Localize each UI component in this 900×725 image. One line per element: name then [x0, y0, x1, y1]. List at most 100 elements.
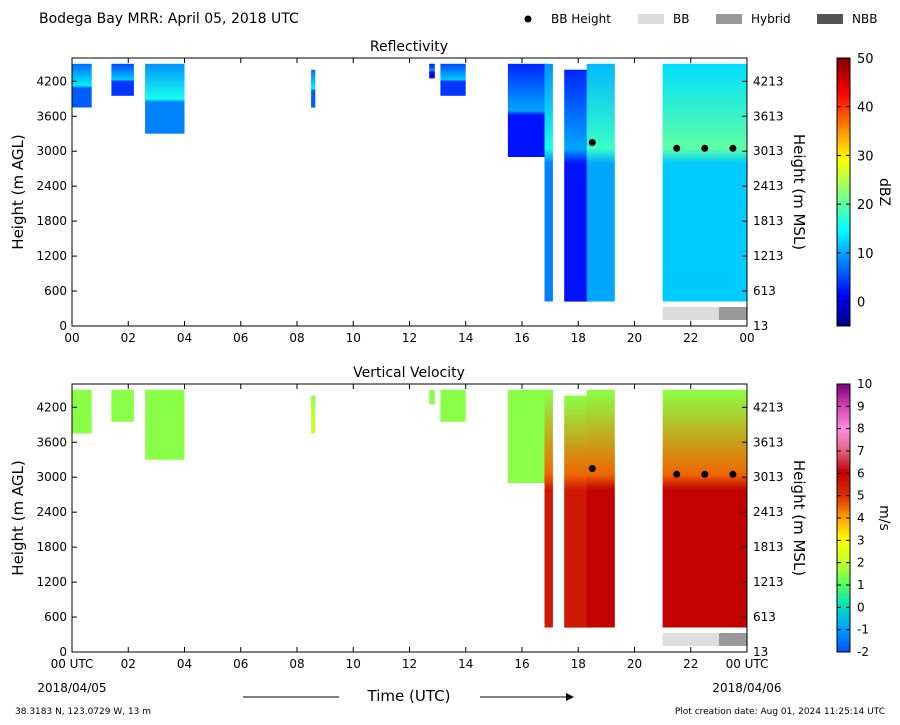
velocity-y-tick-label-right: 2413 [753, 505, 784, 519]
velocity-x-tick-label: 22 [683, 657, 698, 671]
reflectivity-y-tick-label-right: 3013 [753, 144, 784, 158]
reflectivity-y-tick-label-right: 13 [753, 319, 768, 333]
velocity-y-tick-label-right: 613 [753, 610, 776, 624]
velocity-x-tick-label: 10 [346, 657, 361, 671]
reflectivity-bb-type-segment [662, 307, 719, 320]
velocity-bb-type-bar [662, 633, 747, 646]
velocity-colorbar-tick-label: 4 [857, 511, 865, 525]
reflectivity-x-tick-label: 20 [627, 331, 642, 345]
velocity-y-tick-label: 1200 [36, 575, 67, 589]
reflectivity-x-tick-label: 02 [121, 331, 136, 345]
reflectivity-y-tick-label-right: 613 [753, 284, 776, 298]
velocity-x-tick-label: 20 [627, 657, 642, 671]
velocity-x-tick-label: 06 [233, 657, 248, 671]
velocity-echo-segment [440, 389, 466, 422]
reflectivity-y-tick-label-right: 3613 [753, 109, 784, 123]
velocity-x-tick-label: 12 [402, 657, 417, 671]
legend-hybrid-label: Hybrid [751, 12, 791, 26]
plot-creation-date: Plot creation date: Aug 01, 2024 11:25:1… [675, 707, 885, 717]
velocity-y-axis-label-right: Height (m MSL) [790, 460, 808, 576]
reflectivity-y-tick-label: 600 [44, 284, 67, 298]
reflectivity-echo-segment [544, 63, 553, 302]
reflectivity-x-tick-label: 08 [289, 331, 304, 345]
legend-nbb-label: NBB [852, 12, 877, 26]
velocity-bb-height-point [701, 470, 709, 478]
velocity-bb-height-point [729, 470, 737, 478]
velocity-echo-segment [145, 389, 185, 460]
velocity-colorbar-tick-label: 7 [857, 444, 865, 458]
reflectivity-y-tick-label-right: 1813 [753, 214, 784, 228]
velocity-y-tick-label: 4200 [36, 400, 67, 414]
reflectivity-y-tick-label: 3600 [36, 109, 67, 123]
reflectivity-echo-layer [72, 63, 747, 302]
velocity-colorbar-tick-label: 5 [857, 489, 865, 503]
start-date-label: 2018/04/05 [37, 681, 106, 695]
velocity-echo-segment [111, 389, 134, 422]
legend-nbb-swatch [817, 14, 843, 24]
velocity-echo-segment [544, 389, 553, 628]
velocity-colorbar-tick-label: 6 [857, 466, 865, 480]
velocity-x-tick-label: 00 UTC [51, 657, 94, 671]
reflectivity-echo-segment [440, 63, 466, 96]
reflectivity-x-ticks: 00 02 04 06 08 10 12 14 16 18 20 22 00 [64, 58, 755, 345]
velocity-y-tick-label-right: 1213 [753, 575, 784, 589]
velocity-colorbar-tick-label: -1 [857, 623, 869, 637]
velocity-echo-segment [662, 389, 747, 628]
velocity-echo-segment [72, 389, 92, 434]
velocity-colorbar-tick-label: 2 [857, 556, 865, 570]
reflectivity-y-tick-label: 4200 [36, 74, 67, 88]
reflectivity-echo-segment [145, 63, 185, 134]
velocity-y-tick-label: 3600 [36, 435, 67, 449]
velocity-x-tick-label: 00 UTC [726, 657, 769, 671]
legend-bb-height-label: BB Height [551, 12, 611, 26]
reflectivity-bb-type-bar [662, 307, 747, 320]
velocity-y-tick-label-right: 3013 [753, 470, 784, 484]
dbz-colorbar-ticks: 0 10 20 30 40 50 [837, 52, 874, 311]
velocity-bb-height-point [588, 465, 596, 472]
reflectivity-bb-height-point [729, 144, 737, 152]
reflectivity-title: Reflectivity [370, 39, 448, 55]
reflectivity-x-tick-label: 00 [739, 331, 754, 345]
velocity-colorbar-tick-label: 3 [857, 533, 865, 547]
velocity-echo-segment [507, 389, 548, 483]
reflectivity-echo-segment [111, 63, 134, 96]
reflectivity-y-tick-label: 0 [59, 319, 67, 333]
reflectivity-x-tick-label: 22 [683, 331, 698, 345]
reflectivity-echo-segment [72, 63, 92, 108]
legend-bb-label: BB [673, 12, 689, 26]
velocity-colorbar-label: m/s [876, 505, 892, 531]
station-location: 38.3183 N, 123.0729 W, 13 m [15, 707, 151, 717]
reflectivity-y-tick-label: 3000 [36, 144, 67, 158]
velocity-colorbar-tick-label: 0 [857, 600, 865, 614]
reflectivity-x-tick-label: 16 [514, 331, 529, 345]
end-date-label: 2018/04/06 [712, 681, 781, 695]
velocity-x-tick-label: 04 [177, 657, 192, 671]
reflectivity-bb-height-point [701, 144, 709, 152]
reflectivity-y-axis-label-right: Height (m MSL) [790, 134, 808, 250]
velocity-y-tick-label: 2400 [36, 505, 67, 519]
figure-title: Bodega Bay MRR: April 05, 2018 UTC [39, 11, 299, 27]
velocity-echo-segment [311, 395, 316, 434]
velocity-y-ticks-left: 0 600 1200 1800 2400 3000 3600 4200 [36, 400, 77, 659]
reflectivity-colorbar-tick-label: 0 [857, 296, 865, 311]
velocity-x-tick-label: 16 [514, 657, 529, 671]
reflectivity-x-tick-label: 12 [402, 331, 417, 345]
velocity-y-tick-label-right: 1813 [753, 540, 784, 554]
reflectivity-x-tick-label: 06 [233, 331, 248, 345]
velocity-x-tick-label: 02 [121, 657, 136, 671]
x-axis-label: Time (UTC) [367, 687, 451, 705]
reflectivity-x-tick-label: 14 [458, 331, 473, 345]
velocity-x-tick-label: 18 [571, 657, 586, 671]
reflectivity-x-tick-label: 00 [64, 331, 79, 345]
velocity-bb-height-points [588, 465, 737, 478]
reflectivity-x-tick-label: 18 [571, 331, 586, 345]
legend-bb-height-marker [524, 15, 532, 23]
reflectivity-bb-height-points [588, 139, 737, 152]
velocity-x-tick-label: 14 [458, 657, 473, 671]
reflectivity-y-ticks-left: 0 600 1200 1800 2400 3000 3600 4200 [36, 74, 77, 333]
reflectivity-echo-segment [311, 69, 316, 108]
velocity-colorbar-tick-label: 10 [857, 377, 872, 391]
velocity-echo-segment [429, 389, 435, 405]
reflectivity-bb-type-segment [718, 307, 747, 320]
reflectivity-echo-segment [429, 63, 435, 79]
